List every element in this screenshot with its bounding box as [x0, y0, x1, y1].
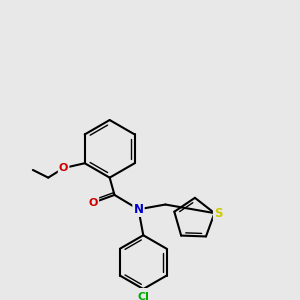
Text: O: O: [59, 163, 68, 173]
Text: N: N: [134, 203, 143, 216]
Text: S: S: [214, 207, 223, 220]
Text: Cl: Cl: [137, 292, 149, 300]
Text: O: O: [89, 198, 98, 208]
